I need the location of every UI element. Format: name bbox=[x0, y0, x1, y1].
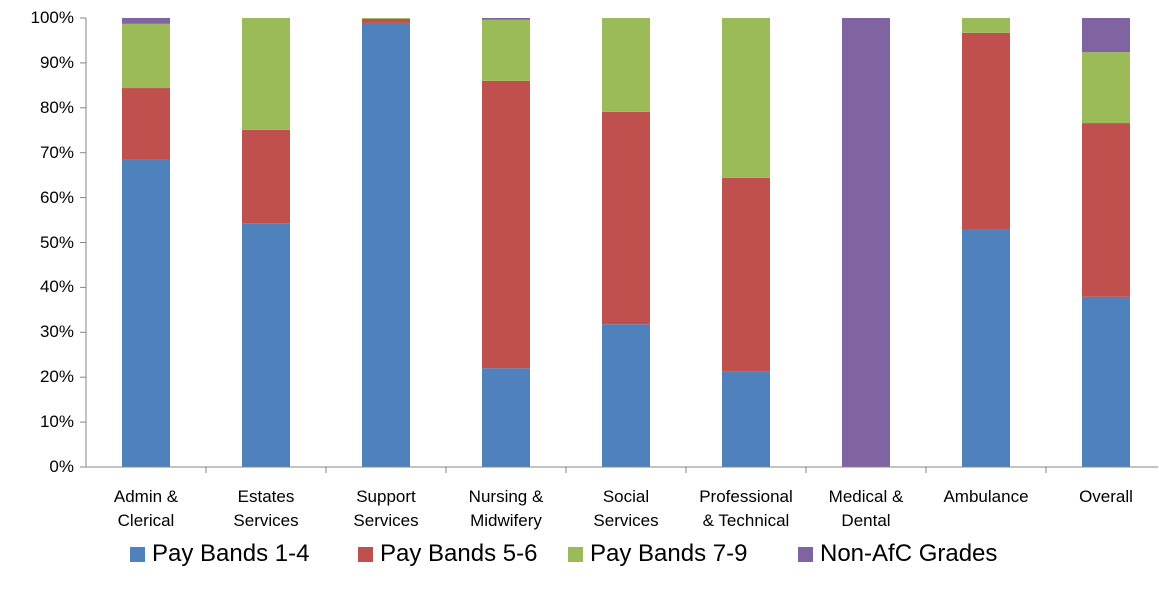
x-tick-label: Nursing & Midwifery bbox=[468, 487, 544, 530]
legend-item: Pay Bands 7-9 bbox=[568, 540, 747, 568]
bar-segment bbox=[482, 80, 530, 369]
legend-label: Pay Bands 5-6 bbox=[380, 540, 538, 567]
legend-item: Non-AfC Grades bbox=[798, 540, 997, 568]
legend-label: Pay Bands 7-9 bbox=[590, 540, 748, 567]
y-tick-label: 20% bbox=[39, 367, 74, 387]
bar-segment bbox=[482, 18, 530, 20]
x-tick-label: Ambulance bbox=[943, 487, 1029, 506]
legend-label: Non-AfC Grades bbox=[820, 540, 998, 567]
bar-segment bbox=[722, 18, 770, 178]
legend-swatch bbox=[798, 546, 813, 562]
legend-swatch bbox=[568, 546, 583, 562]
bar-segment bbox=[122, 88, 170, 160]
y-tick-label: 90% bbox=[39, 52, 74, 72]
y-tick-label: 80% bbox=[39, 97, 74, 117]
bar-segment bbox=[242, 18, 290, 130]
bar-segment bbox=[362, 18, 410, 23]
y-tick-label: 70% bbox=[39, 142, 74, 162]
legend-swatch bbox=[130, 546, 145, 562]
y-tick-label: 30% bbox=[39, 322, 74, 342]
bar-segment bbox=[962, 18, 1010, 33]
x-tick-label: Admin & Clerical bbox=[113, 487, 179, 530]
bar-segment bbox=[242, 223, 290, 467]
bar-segment bbox=[122, 18, 170, 24]
bar-segment bbox=[482, 368, 530, 467]
bar-segment bbox=[1082, 296, 1130, 467]
legend-item: Pay Bands 5-6 bbox=[358, 540, 537, 568]
x-tick-label: Support Services bbox=[353, 487, 419, 530]
bar-segment bbox=[842, 18, 890, 467]
x-tick-label: Social Services bbox=[593, 487, 659, 530]
x-tick-label: Medical & Dental bbox=[828, 487, 904, 530]
bar-segment bbox=[1082, 18, 1130, 53]
legend-label: Pay Bands 1-4 bbox=[152, 540, 310, 567]
y-tick-label: 60% bbox=[39, 187, 74, 207]
bar-segment bbox=[602, 111, 650, 325]
bar-segment bbox=[362, 22, 410, 468]
x-tick-label: Professional & Technical bbox=[699, 487, 793, 530]
y-tick-label: 50% bbox=[39, 232, 74, 252]
bar-segment bbox=[722, 371, 770, 467]
x-tick-label: Estates Services bbox=[233, 487, 299, 530]
bar-segment bbox=[722, 177, 770, 372]
legend-item: Pay Bands 1-4 bbox=[130, 540, 309, 568]
bar-segment bbox=[962, 32, 1010, 230]
bar-segment bbox=[1082, 52, 1130, 124]
bar-segment bbox=[362, 18, 410, 19]
bar-segment bbox=[122, 159, 170, 467]
y-tick-label: 10% bbox=[39, 412, 74, 432]
bar-segment bbox=[242, 129, 290, 224]
bar-segment bbox=[962, 229, 1010, 467]
y-tick-label: 40% bbox=[39, 277, 74, 297]
x-tick-label: Overall bbox=[1079, 487, 1133, 506]
y-tick-label: 0% bbox=[49, 457, 74, 476]
bar-segment bbox=[1082, 123, 1130, 297]
legend-swatch bbox=[358, 546, 373, 562]
bar-segment bbox=[602, 324, 650, 467]
y-tick-label: 100% bbox=[30, 8, 74, 27]
bar-segment bbox=[122, 23, 170, 89]
bar-segment bbox=[482, 19, 530, 81]
bar-segment bbox=[602, 18, 650, 112]
